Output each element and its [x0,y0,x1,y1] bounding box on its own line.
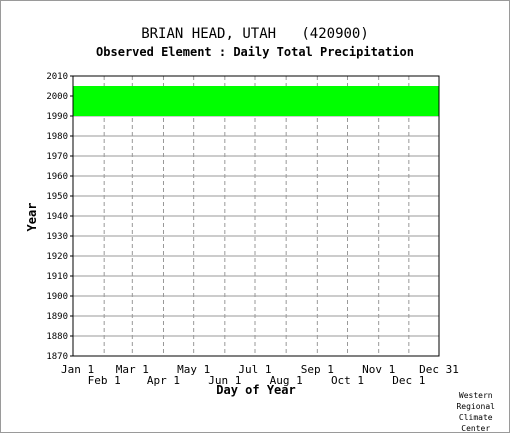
x-tick-label: May 1 [177,363,210,376]
x-tick-label: Mar 1 [116,363,149,376]
y-tick-label: 1870 [46,352,68,362]
x-tick-label: Apr 1 [147,374,180,387]
x-tick-label: Sep 1 [301,363,334,376]
credit-line: Western [458,391,493,400]
y-tick-label: 2000 [46,92,68,102]
credit-block: Western Regional Climate Center [456,390,495,434]
y-tick-label: 2010 [46,72,68,82]
axis-layer [70,75,440,357]
y-axis-label: Year [25,202,39,232]
y-tick-label: 1960 [46,172,68,182]
grid-layer [73,75,439,357]
x-tick-label: Jun 1 [208,374,241,387]
y-tick-label: 1970 [46,152,68,162]
chart-subtitle: Observed Element : Daily Total Precipita… [96,45,414,59]
y-tick-label: 1990 [46,112,68,122]
y-tick-label: 1980 [46,132,68,142]
x-tick-label: Oct 1 [331,374,364,387]
y-tick-label: 1940 [46,212,68,222]
credit-line: Center [461,424,491,433]
data-layer [73,86,439,116]
y-tick-label: 1950 [46,192,68,202]
y-tick-label: 1880 [46,332,68,342]
credit-line: Climate [458,413,493,422]
x-tick-label: Dec 31 [419,363,459,376]
x-axis-label: Day of Year [216,383,296,397]
data-band [73,86,439,116]
y-tick-label: 1900 [46,292,68,302]
x-tick-label: Feb 1 [88,374,121,387]
credit-line: Regional [456,402,495,411]
y-tick-label: 1930 [46,232,68,242]
y-tick-label: 1910 [46,272,68,282]
x-tick-label: Jan 1 [61,363,94,376]
y-tick-label: 1920 [46,252,68,262]
x-tick-label: Jul 1 [238,363,271,376]
x-tick-label: Nov 1 [362,363,395,376]
x-tick-label: Dec 1 [392,374,425,387]
y-tick-label: 1890 [46,312,68,322]
chart-title: BRIAN HEAD, UTAH (420900) [141,26,369,42]
y-tick-labels: 1870 1880 1890 1900 1910 1920 1930 1940 1950 1960… [46,72,68,362]
x-tick-label: Aug 1 [270,374,303,387]
